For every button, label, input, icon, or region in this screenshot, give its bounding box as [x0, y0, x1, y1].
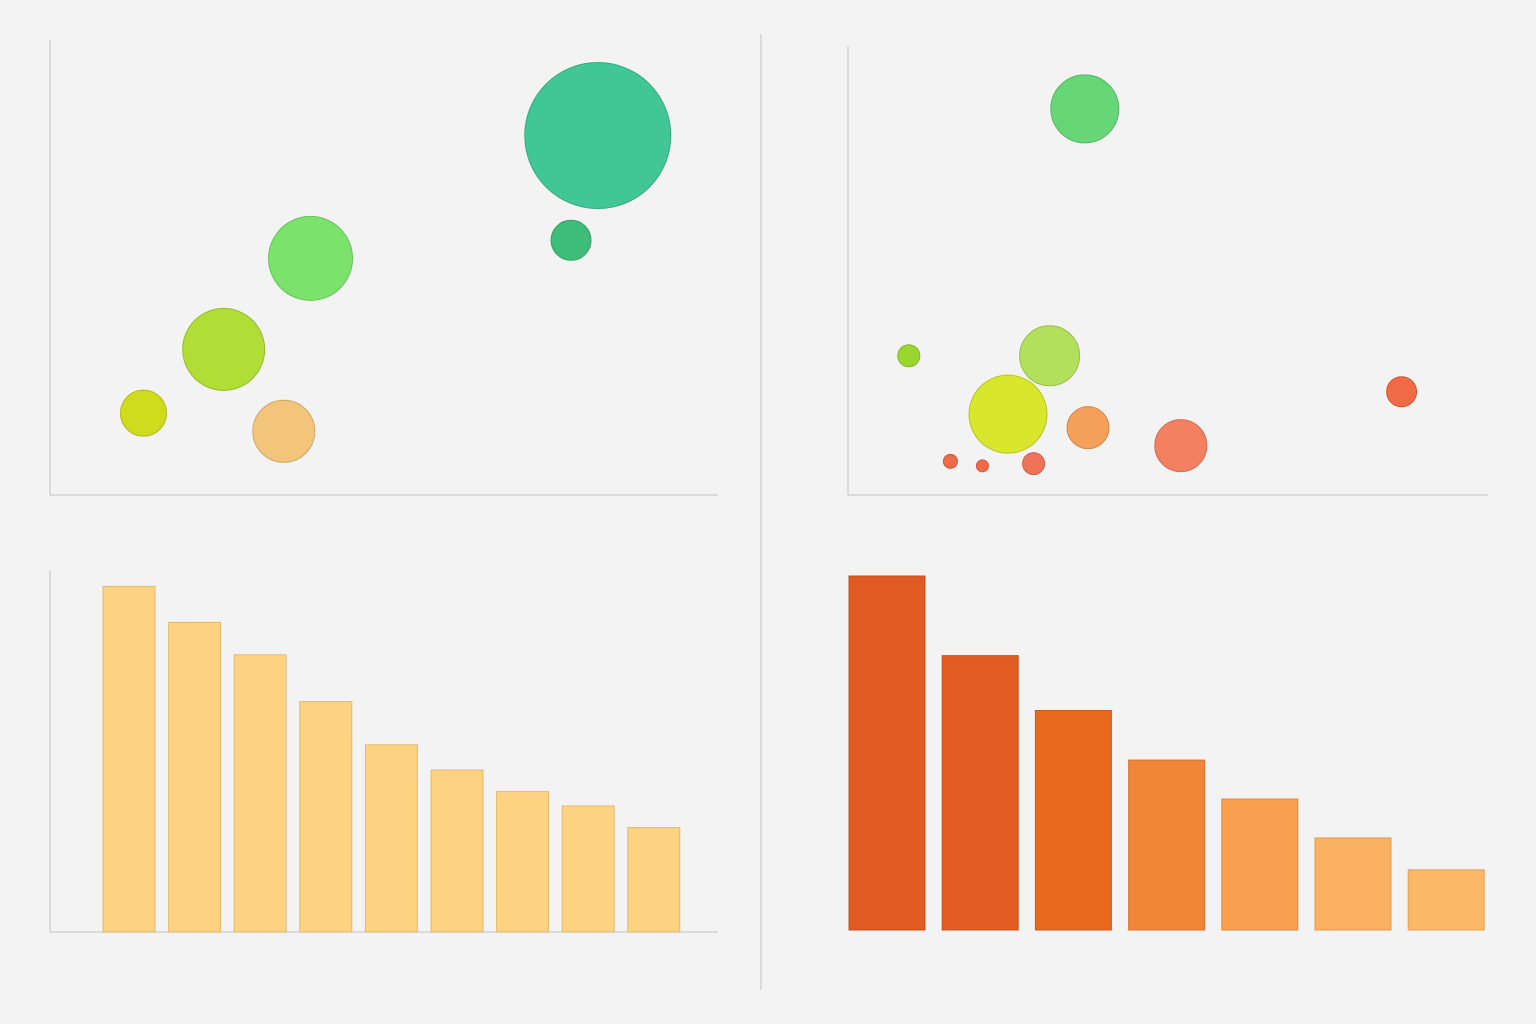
bar-series: [102, 585, 681, 933]
vertical-divider: [760, 34, 762, 990]
bar: [168, 621, 222, 933]
bar: [364, 744, 418, 933]
bubble-point: [897, 344, 921, 368]
bar: [102, 585, 156, 933]
bar: [561, 805, 615, 933]
bubble-chart-top-right: [847, 46, 1488, 496]
bubble-point: [968, 374, 1048, 454]
bar: [299, 701, 353, 933]
bubble-point: [120, 389, 168, 437]
bar: [941, 655, 1019, 931]
bar: [1314, 837, 1392, 931]
bubble-point: [1154, 419, 1208, 473]
bar-chart-bottom-right: [848, 575, 1485, 931]
bubble-point: [550, 219, 592, 261]
bubble-point: [1022, 452, 1046, 476]
bar-chart-bottom-left: [49, 570, 718, 933]
bubble-point: [975, 459, 989, 473]
bubble-point: [182, 307, 266, 391]
bubble-point: [252, 399, 316, 463]
bar: [496, 791, 550, 933]
bubble-series: [120, 62, 672, 463]
bar: [627, 827, 681, 933]
bubble-point: [1386, 376, 1418, 408]
bubble-point: [1019, 325, 1081, 387]
bubble-point: [524, 62, 672, 210]
bubble-point: [942, 453, 958, 469]
bubble-chart-top-left: [49, 40, 718, 496]
bubble-point: [268, 215, 354, 301]
bar: [1034, 710, 1112, 931]
bar: [233, 654, 287, 933]
bubble-point: [1066, 406, 1110, 450]
bar: [848, 575, 926, 931]
bar: [430, 769, 484, 933]
bubble-series: [897, 74, 1418, 476]
bar-series: [848, 575, 1485, 931]
bubble-point: [1050, 74, 1120, 144]
bar: [1128, 759, 1206, 931]
bar: [1221, 798, 1299, 931]
bar: [1407, 869, 1485, 931]
